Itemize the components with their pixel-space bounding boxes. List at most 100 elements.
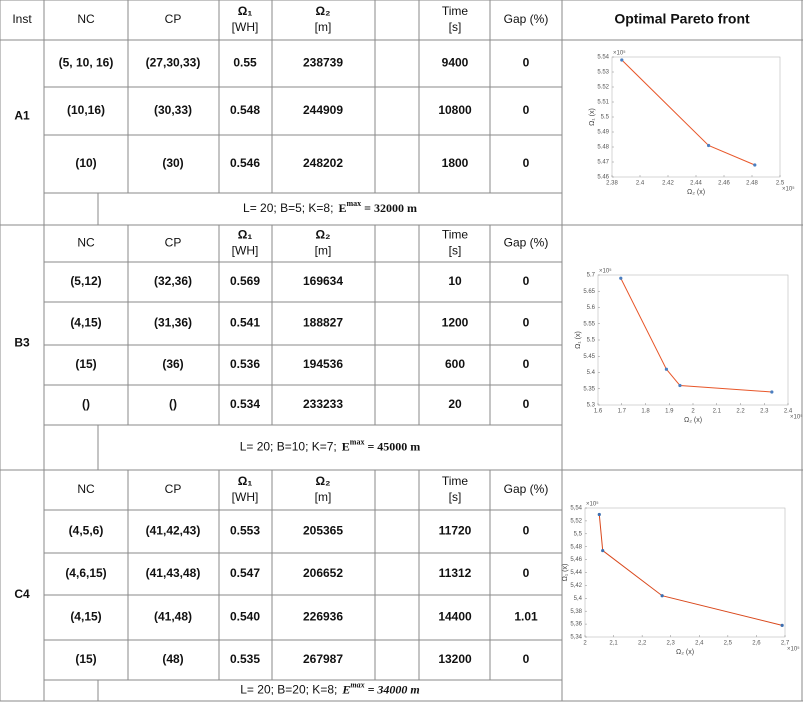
pareto-chart: 1.6 1.7 1.8 1.9 2 2.1 2.2 2.3 2.4 5.3 5.35 5.4 5.45 5…: [575, 268, 803, 424]
table-cell: (15): [75, 357, 96, 371]
table-cell: 206652: [303, 566, 343, 580]
table-cell: 0.546: [230, 156, 260, 170]
pareto-point: [620, 58, 624, 62]
table-cell: (4,15): [70, 610, 101, 624]
footer-symbol: E: [338, 201, 346, 215]
x-tick-label: 2,4: [695, 641, 704, 647]
table-cell: 0: [523, 566, 530, 580]
x-exponent: ×10⁵: [790, 414, 803, 421]
pareto-point: [753, 163, 757, 167]
y-tick-label: 5,48: [570, 544, 582, 550]
header-cell: CP: [165, 12, 182, 26]
y-tick-label: 5,5: [574, 531, 583, 537]
pareto-line: [620, 278, 772, 393]
header-cell: [WH]: [232, 490, 259, 504]
y-tick-label: 5.49: [597, 130, 609, 136]
table-cell: 248202: [303, 156, 343, 170]
header-cell: Gap (%): [504, 482, 549, 496]
table-cell: 0: [523, 357, 530, 371]
x-tick-label: 2,1: [609, 641, 618, 647]
y-axis-label: Ω₁ (x): [562, 564, 569, 582]
header-cell: Gap (%): [504, 12, 549, 26]
y-tick-label: 5.46: [597, 175, 609, 181]
footer-text: L= 20; B=10; K=7; Emax = 45000 m: [240, 437, 421, 453]
x-tick-label: 2.5: [776, 181, 785, 187]
table-cell: 238739: [303, 56, 343, 70]
x-axis-label: Ω₂ (x): [684, 417, 702, 424]
x-axis-label: Ω₂ (x): [687, 189, 705, 196]
pareto-point: [619, 276, 623, 280]
header-cell: [m]: [315, 20, 332, 34]
y-tick-label: 5.51: [597, 100, 609, 106]
y-tick-label: 5.45: [583, 354, 595, 360]
table-cell: (41,42,43): [146, 524, 201, 538]
table-cell: (48): [162, 652, 183, 666]
y-tick-label: 5,4: [574, 596, 583, 602]
y-axis-label: Ω₁ (x): [575, 331, 582, 349]
table-cell: 1.01: [514, 610, 538, 624]
table-cell: 0.55: [233, 56, 257, 70]
x-tick-label: 2.2: [736, 409, 745, 415]
header-cell: Time: [442, 4, 469, 18]
pareto-point: [780, 623, 784, 627]
y-tick-label: 5,42: [570, 583, 582, 589]
y-tick-label: 5.35: [583, 386, 595, 392]
footer-superscript: max: [350, 680, 364, 689]
header-cell: CP: [165, 482, 182, 496]
x-axis-label: Ω₂ (x): [676, 649, 694, 656]
header-title: Optimal Pareto front: [614, 11, 750, 27]
table-cell: 0: [523, 397, 530, 411]
x-tick-label: 1.7: [618, 409, 627, 415]
pareto-point: [660, 594, 664, 598]
table-cell: (27,30,33): [146, 56, 201, 70]
y-tick-label: 5.52: [597, 85, 609, 91]
x-tick-label: 2,3: [667, 641, 676, 647]
y-tick-label: 5.5: [587, 338, 596, 344]
table-cell: 0: [523, 652, 530, 666]
header-cell: [m]: [315, 490, 332, 504]
table-cell: 205365: [303, 524, 343, 538]
table-cell: 0: [523, 103, 530, 117]
y-tick-label: 5.3: [587, 403, 596, 409]
table-cell: 0.547: [230, 566, 260, 580]
y-tick-label: 5,46: [570, 557, 582, 563]
table-cell: 1800: [442, 156, 469, 170]
table-cell: 13200: [438, 652, 472, 666]
table-cell: 0.553: [230, 524, 260, 538]
header-cell: [m]: [315, 244, 332, 258]
x-tick-label: 2.44: [690, 181, 702, 187]
table-cell: 20: [448, 397, 462, 411]
y-tick-label: 5.53: [597, 70, 609, 76]
table-cell: 600: [445, 357, 465, 371]
x-tick-label: 2.46: [718, 181, 730, 187]
pareto-chart: 2.38 2.4 2.42 2.44 2.46 2.48 2.5 5.46 5.47 5.48 5.…: [589, 50, 795, 196]
pareto-point: [707, 143, 711, 148]
table-cell: (32,36): [154, 274, 192, 288]
footer-text: L= 20; B=5; K=8; Emax = 32000 m: [243, 199, 417, 215]
header-cell: [WH]: [232, 20, 259, 34]
y-exponent: ×10⁵: [599, 268, 612, 275]
header-cell: Time: [442, 474, 469, 488]
table-cell: (31,36): [154, 316, 192, 330]
y-tick-label: 5.6: [587, 305, 596, 311]
y-tick-label: 5.47: [597, 160, 609, 166]
x-tick-label: 2,7: [781, 641, 790, 647]
x-tick-label: 2.48: [746, 181, 758, 187]
table-cell: 11312: [439, 566, 472, 580]
pareto-point: [770, 390, 774, 394]
footer-superscript: max: [346, 199, 361, 208]
table-cell: 0.541: [230, 316, 260, 330]
y-tick-label: 5.7: [587, 273, 596, 279]
pareto-chart: 2 2,1 2,2 2,3 2,4 2,5 2,6 2,7 5,34 5,36 5,38 5,4 5,4…: [562, 501, 800, 656]
table-cell: (5,12): [70, 274, 101, 288]
footer-value: = 45000 m: [367, 439, 420, 453]
table-cell: 0: [523, 156, 530, 170]
table-cell: 267987: [303, 652, 343, 666]
pareto-point: [664, 367, 669, 371]
table-cell: (41,48): [154, 610, 192, 624]
y-tick-label: 5.65: [583, 289, 595, 295]
pareto-point: [678, 383, 682, 388]
table-cell: 188827: [303, 316, 343, 330]
footer-superscript: max: [350, 437, 365, 446]
plot-frame: [597, 274, 789, 406]
